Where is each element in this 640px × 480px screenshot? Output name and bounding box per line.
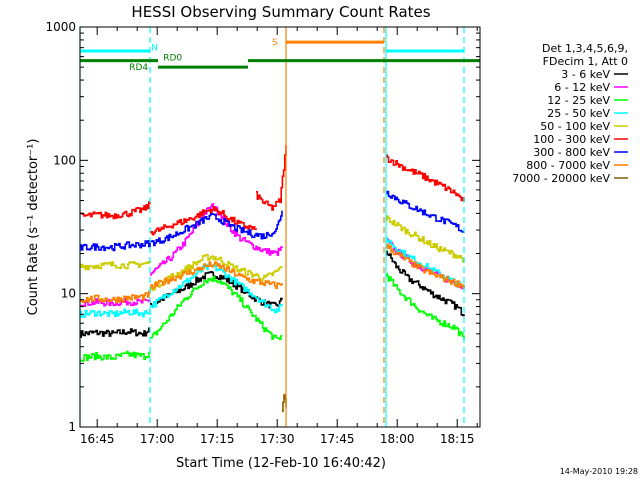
legend-label-3: 25 - 50 keV [547,107,610,120]
series-2 [80,272,465,362]
y-tick-label-0: 1 [68,420,76,434]
series-5-segment-2 [256,145,287,211]
series-4 [80,215,465,291]
series-3-segment-0 [80,308,151,318]
x-tick-label-4: 17:45 [320,432,355,446]
series-7 [80,243,465,304]
series-1 [80,203,465,307]
axis-layer: 1 10 100 1000 16:45 17:00 17:15 17:30 17:45 18:00… [45,20,480,446]
series-5-segment-3 [386,154,465,202]
legend-label-2: 12 - 25 keV [547,94,610,107]
legend-label-5: 100 - 300 keV [533,133,610,146]
legend-label-8: 7000 - 20000 keV [512,172,610,185]
y-tick-label-2: 100 [53,153,76,167]
date-stamp: 14-May-2010 19:28 [560,467,638,476]
legend-label-6: 300 - 800 keV [533,146,610,159]
series-4-segment-1 [150,253,283,291]
flag-label-1: RD0 [163,54,182,64]
series-2-segment-1 [150,275,283,341]
chart-title: HESSI Observing Summary Count Rates [131,3,430,21]
series-2-segment-0 [80,350,151,362]
legend-label-0: 3 - 6 keV [561,68,610,81]
series-6 [80,190,465,252]
series-5 [80,145,465,236]
y-tick-label-1: 10 [61,287,76,301]
x-tick-label-6: 18:15 [440,432,475,446]
series-4-segment-2 [386,215,465,263]
series-7-segment-0 [80,290,151,304]
legend: Det 1,3,4,5,6,9,FDecim 1, Att 03 - 6 keV… [512,42,628,185]
series-3-segment-1 [150,263,283,314]
legend-header-0: Det 1,3,4,5,6,9, [542,42,628,55]
y-axis-label: Count Rate (s⁻¹ detector⁻¹) [26,139,41,316]
series-5-segment-1 [150,206,257,236]
series-0-segment-0 [80,327,150,338]
x-tick-label-2: 17:15 [200,432,235,446]
series-7-segment-1 [150,261,283,289]
plot-frame [79,26,481,428]
series-3 [80,237,465,318]
x-tick-label-1: 17:00 [140,432,175,446]
x-tick-label-5: 18:00 [380,432,415,446]
legend-header-1: FDecim 1, Att 0 [543,55,628,68]
series-layer [80,145,465,413]
series-6-segment-1 [150,210,283,247]
x-axis-label: Start Time (12-Feb-10 16:40:42) [176,456,386,471]
flag-bar-label-2: S [272,38,278,48]
series-1-segment-1 [150,203,283,276]
flag-label-2: RD4 [129,63,148,73]
flag-layer: S N RD0 RD4 [80,38,480,73]
series-6-segment-2 [386,190,465,233]
x-tick-label-3: 17:30 [260,432,295,446]
marker-layer [79,27,465,427]
legend-label-7: 800 - 7000 keV [526,159,610,172]
series-1-segment-0 [80,297,151,307]
series-2-segment-2 [386,272,465,340]
series-6-segment-0 [80,240,151,252]
x-tick-label-0: 16:45 [80,432,115,446]
series-4-segment-0 [80,260,151,271]
legend-label-1: 6 - 12 keV [554,81,610,94]
series-0-segment-2 [386,250,465,317]
y-tick-label-3: 1000 [45,20,76,34]
series-7-segment-2 [386,243,465,289]
legend-label-4: 50 - 100 keV [540,120,610,133]
series-5-segment-0 [80,201,151,220]
flag-label-0: N [151,44,158,54]
